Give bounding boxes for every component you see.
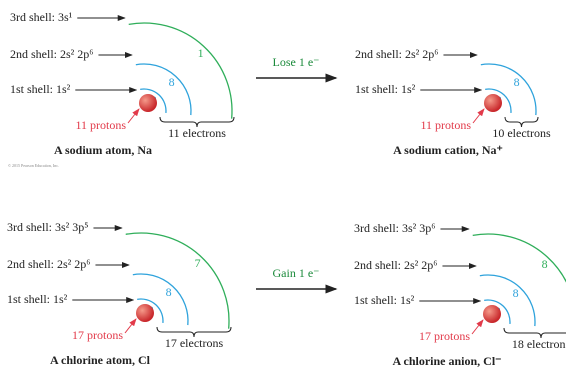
- shell-electrons: 8: [513, 286, 519, 300]
- electron-count: 18 electrons: [512, 337, 566, 351]
- diagram: © 2015 Pearson Education, Inc. 21st shel…: [0, 0, 566, 378]
- proton-count: 17 protons: [72, 328, 123, 342]
- proton-arrow: [473, 109, 484, 123]
- shell-electrons: 7: [195, 256, 201, 270]
- caption: A sodium cation, Na⁺: [393, 143, 503, 157]
- electron-count: 11 electrons: [168, 126, 226, 140]
- shell-electrons: 8: [514, 75, 520, 89]
- shell-label: 1st shell: 1s²: [10, 82, 71, 96]
- shell-label: 1st shell: 1s²: [7, 292, 68, 306]
- electron-count: 10 electrons: [492, 126, 551, 140]
- caption: A sodium atom, Na: [54, 143, 152, 157]
- caption: A chlorine atom, Cl: [50, 353, 151, 367]
- shell-label: 3rd shell: 3s² 3p⁶: [354, 221, 435, 235]
- proton-count: 11 protons: [75, 118, 126, 132]
- electron-count: 17 electrons: [165, 336, 224, 350]
- nucleus: [484, 94, 502, 112]
- caption: A chlorine anion, Cl⁻: [392, 354, 501, 368]
- proton-count: 11 protons: [420, 118, 471, 132]
- shell-electrons: 1: [198, 46, 204, 60]
- shell-electrons: 8: [169, 75, 175, 89]
- proton-arrow: [125, 319, 136, 333]
- shell-label: 2nd shell: 2s² 2p⁶: [10, 47, 93, 61]
- shell-label: 3rd shell: 3s¹: [10, 10, 73, 24]
- proton-arrow: [472, 320, 483, 334]
- nucleus: [483, 305, 501, 323]
- shell-label: 2nd shell: 2s² 2p⁶: [355, 47, 438, 61]
- shell-label: 3rd shell: 3s² 3p⁵: [7, 220, 88, 234]
- proton-count: 17 protons: [419, 329, 470, 343]
- reaction-label: Gain 1 e⁻: [273, 266, 320, 280]
- copyright: © 2015 Pearson Education, Inc.: [8, 163, 59, 169]
- nucleus: [136, 304, 154, 322]
- shell-electrons: 8: [166, 285, 172, 299]
- shell-label: 1st shell: 1s²: [354, 293, 415, 307]
- shell-label: 2nd shell: 2s² 2p⁶: [7, 257, 90, 271]
- shell-label: 1st shell: 1s²: [355, 82, 416, 96]
- shell-label: 2nd shell: 2s² 2p⁶: [354, 258, 437, 272]
- reaction-label: Lose 1 e⁻: [273, 55, 320, 69]
- shell-electrons: 8: [542, 257, 548, 271]
- proton-arrow: [128, 109, 139, 123]
- nucleus: [139, 94, 157, 112]
